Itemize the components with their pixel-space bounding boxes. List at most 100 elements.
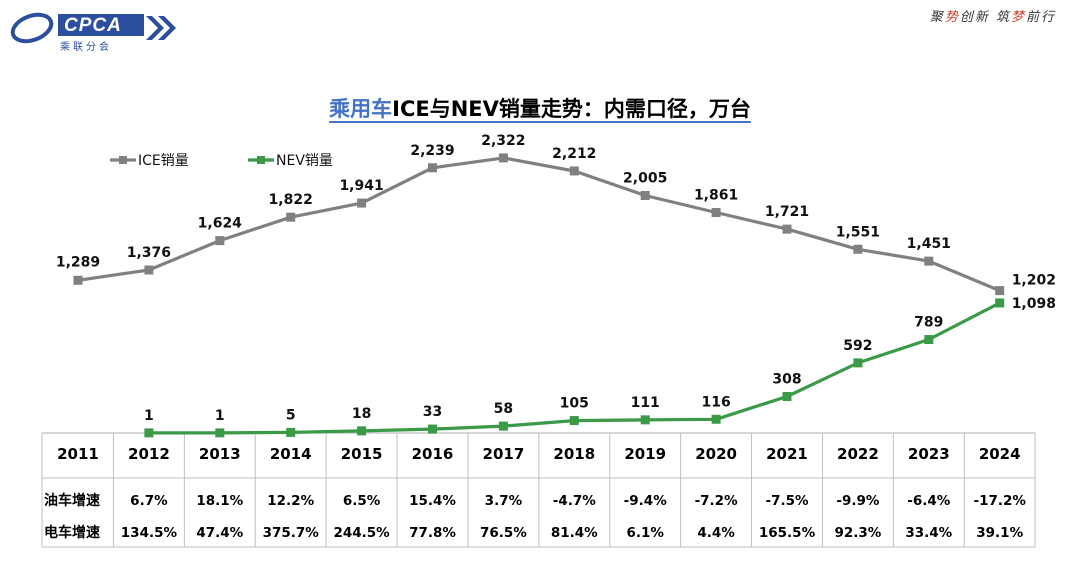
- table-row-label: 电车增速: [44, 524, 100, 541]
- table-cell: 77.8%: [409, 525, 456, 541]
- x-axis-labels: 2011 2012 2013 2014 2015 2016 2017 2018 2019 2020…: [57, 445, 1020, 463]
- data-label: 2,005: [623, 170, 667, 186]
- data-point: [144, 428, 154, 438]
- chart-title: 乘用车ICE与NEV销量走势：内需口径，万台: [0, 93, 1080, 123]
- table-cell: 47.4%: [196, 525, 243, 541]
- data-label: 1,202: [1012, 273, 1056, 289]
- data-point: [286, 212, 296, 222]
- table-cell: 76.5%: [480, 525, 527, 541]
- data-point: [73, 275, 83, 285]
- table-cell: 165.5%: [759, 525, 816, 541]
- logo-emblem-icon: [10, 12, 176, 44]
- table-cell: 15.4%: [409, 493, 456, 509]
- data-point: [569, 416, 579, 426]
- table-cell: -6.4%: [907, 493, 951, 509]
- x-tick-label: 2014: [270, 445, 312, 463]
- data-point: [357, 426, 367, 436]
- x-tick-label: 2016: [412, 445, 454, 463]
- data-label: 1,098: [1012, 296, 1056, 312]
- logo-subtext: 乘联分会: [60, 42, 112, 53]
- data-point: [640, 415, 650, 425]
- data-label: 1: [144, 408, 154, 424]
- data-point: [924, 335, 934, 345]
- table-gridlines: [41, 432, 1036, 548]
- data-point: [995, 286, 1005, 296]
- table-cell: 6.5%: [343, 493, 381, 509]
- data-label: 111: [631, 395, 660, 411]
- x-tick-label: 2020: [695, 445, 737, 463]
- legend: ICE销量 NEV销量: [110, 153, 333, 169]
- data-label: 1,376: [127, 245, 171, 261]
- data-label: 1,624: [198, 216, 243, 232]
- data-label: 1,941: [339, 178, 383, 194]
- slogan: 聚势创新 筑梦前行: [929, 10, 1056, 25]
- legend-label: ICE销量: [138, 153, 189, 169]
- table-cell: 375.7%: [263, 525, 320, 541]
- data-label: 1,289: [56, 254, 100, 270]
- x-tick-label: 2021: [766, 445, 808, 463]
- x-tick-label: 2022: [837, 445, 879, 463]
- data-point: [995, 298, 1005, 308]
- data-label: 2,212: [552, 146, 596, 162]
- table-row-label: 油车增速: [44, 492, 100, 509]
- data-point: [782, 224, 792, 234]
- data-point: [711, 208, 721, 218]
- logo-text: CPCA: [64, 15, 122, 36]
- data-label: 18: [352, 406, 371, 422]
- cpca-logo: CPCA 乘联分会: [6, 8, 176, 53]
- data-label: 1,861: [694, 188, 738, 204]
- table-cell: -9.9%: [836, 493, 880, 509]
- data-label: 789: [914, 315, 943, 331]
- data-point: [286, 427, 296, 437]
- chart-title-rest: ICE与NEV销量走势：内需口径，万台: [392, 97, 751, 121]
- legend-marker: [257, 156, 265, 164]
- series-line-ice: [77, 156, 1001, 293]
- x-tick-label: 2023: [908, 445, 950, 463]
- data-point: [782, 392, 792, 402]
- data-label: 58: [494, 401, 513, 417]
- data-label: 2,239: [410, 143, 454, 159]
- table-cell: 33.4%: [905, 525, 952, 541]
- table-cell: -17.2%: [973, 493, 1026, 509]
- data-label: 105: [560, 396, 589, 412]
- data-point: [853, 358, 863, 368]
- table-cell: -9.4%: [624, 493, 668, 509]
- x-tick-label: 2024: [979, 445, 1021, 463]
- table-cell: 244.5%: [333, 525, 390, 541]
- table-cell: 6.1%: [626, 525, 664, 541]
- data-point: [357, 198, 367, 208]
- data-point: [215, 428, 225, 438]
- x-tick-label: 2013: [199, 445, 241, 463]
- data-point: [498, 153, 508, 163]
- x-tick-label: 2015: [341, 445, 383, 463]
- table-cell: 3.7%: [485, 493, 523, 509]
- table-cell: 134.5%: [121, 525, 178, 541]
- growth-table: 油车增速 6.7% 18.1% 12.2% 6.5% 15.4% 3.7% -4.7% -9.4…: [44, 492, 1026, 541]
- series-line-nev: [148, 301, 1001, 435]
- data-point: [215, 236, 225, 246]
- table-cell: 18.1%: [196, 493, 243, 509]
- table-cell: 6.7%: [130, 493, 168, 509]
- x-tick-label: 2017: [483, 445, 525, 463]
- x-tick-label: 2011: [57, 445, 99, 463]
- data-label: 1: [215, 408, 225, 424]
- x-tick-label: 2019: [624, 445, 666, 463]
- data-label: 592: [843, 338, 872, 354]
- legend-marker: [119, 156, 127, 164]
- table-cell: 81.4%: [551, 525, 598, 541]
- chart-title-highlight: 乘用车: [329, 97, 393, 121]
- data-point: [711, 414, 721, 424]
- data-label: 308: [772, 372, 801, 388]
- table-cell: 39.1%: [976, 525, 1023, 541]
- data-label: 5: [286, 407, 296, 423]
- data-point: [924, 256, 934, 266]
- data-label: 1,551: [836, 224, 880, 240]
- data-point: [853, 244, 863, 254]
- data-point: [498, 421, 508, 431]
- data-label: 1,721: [765, 204, 809, 220]
- x-tick-label: 2018: [553, 445, 595, 463]
- data-label: 116: [701, 394, 730, 410]
- series-layer: 1,289 1,376 1,624 1,822 1,941 2,239 2,322 2,212…: [56, 133, 1056, 438]
- table-cell: -4.7%: [553, 493, 597, 509]
